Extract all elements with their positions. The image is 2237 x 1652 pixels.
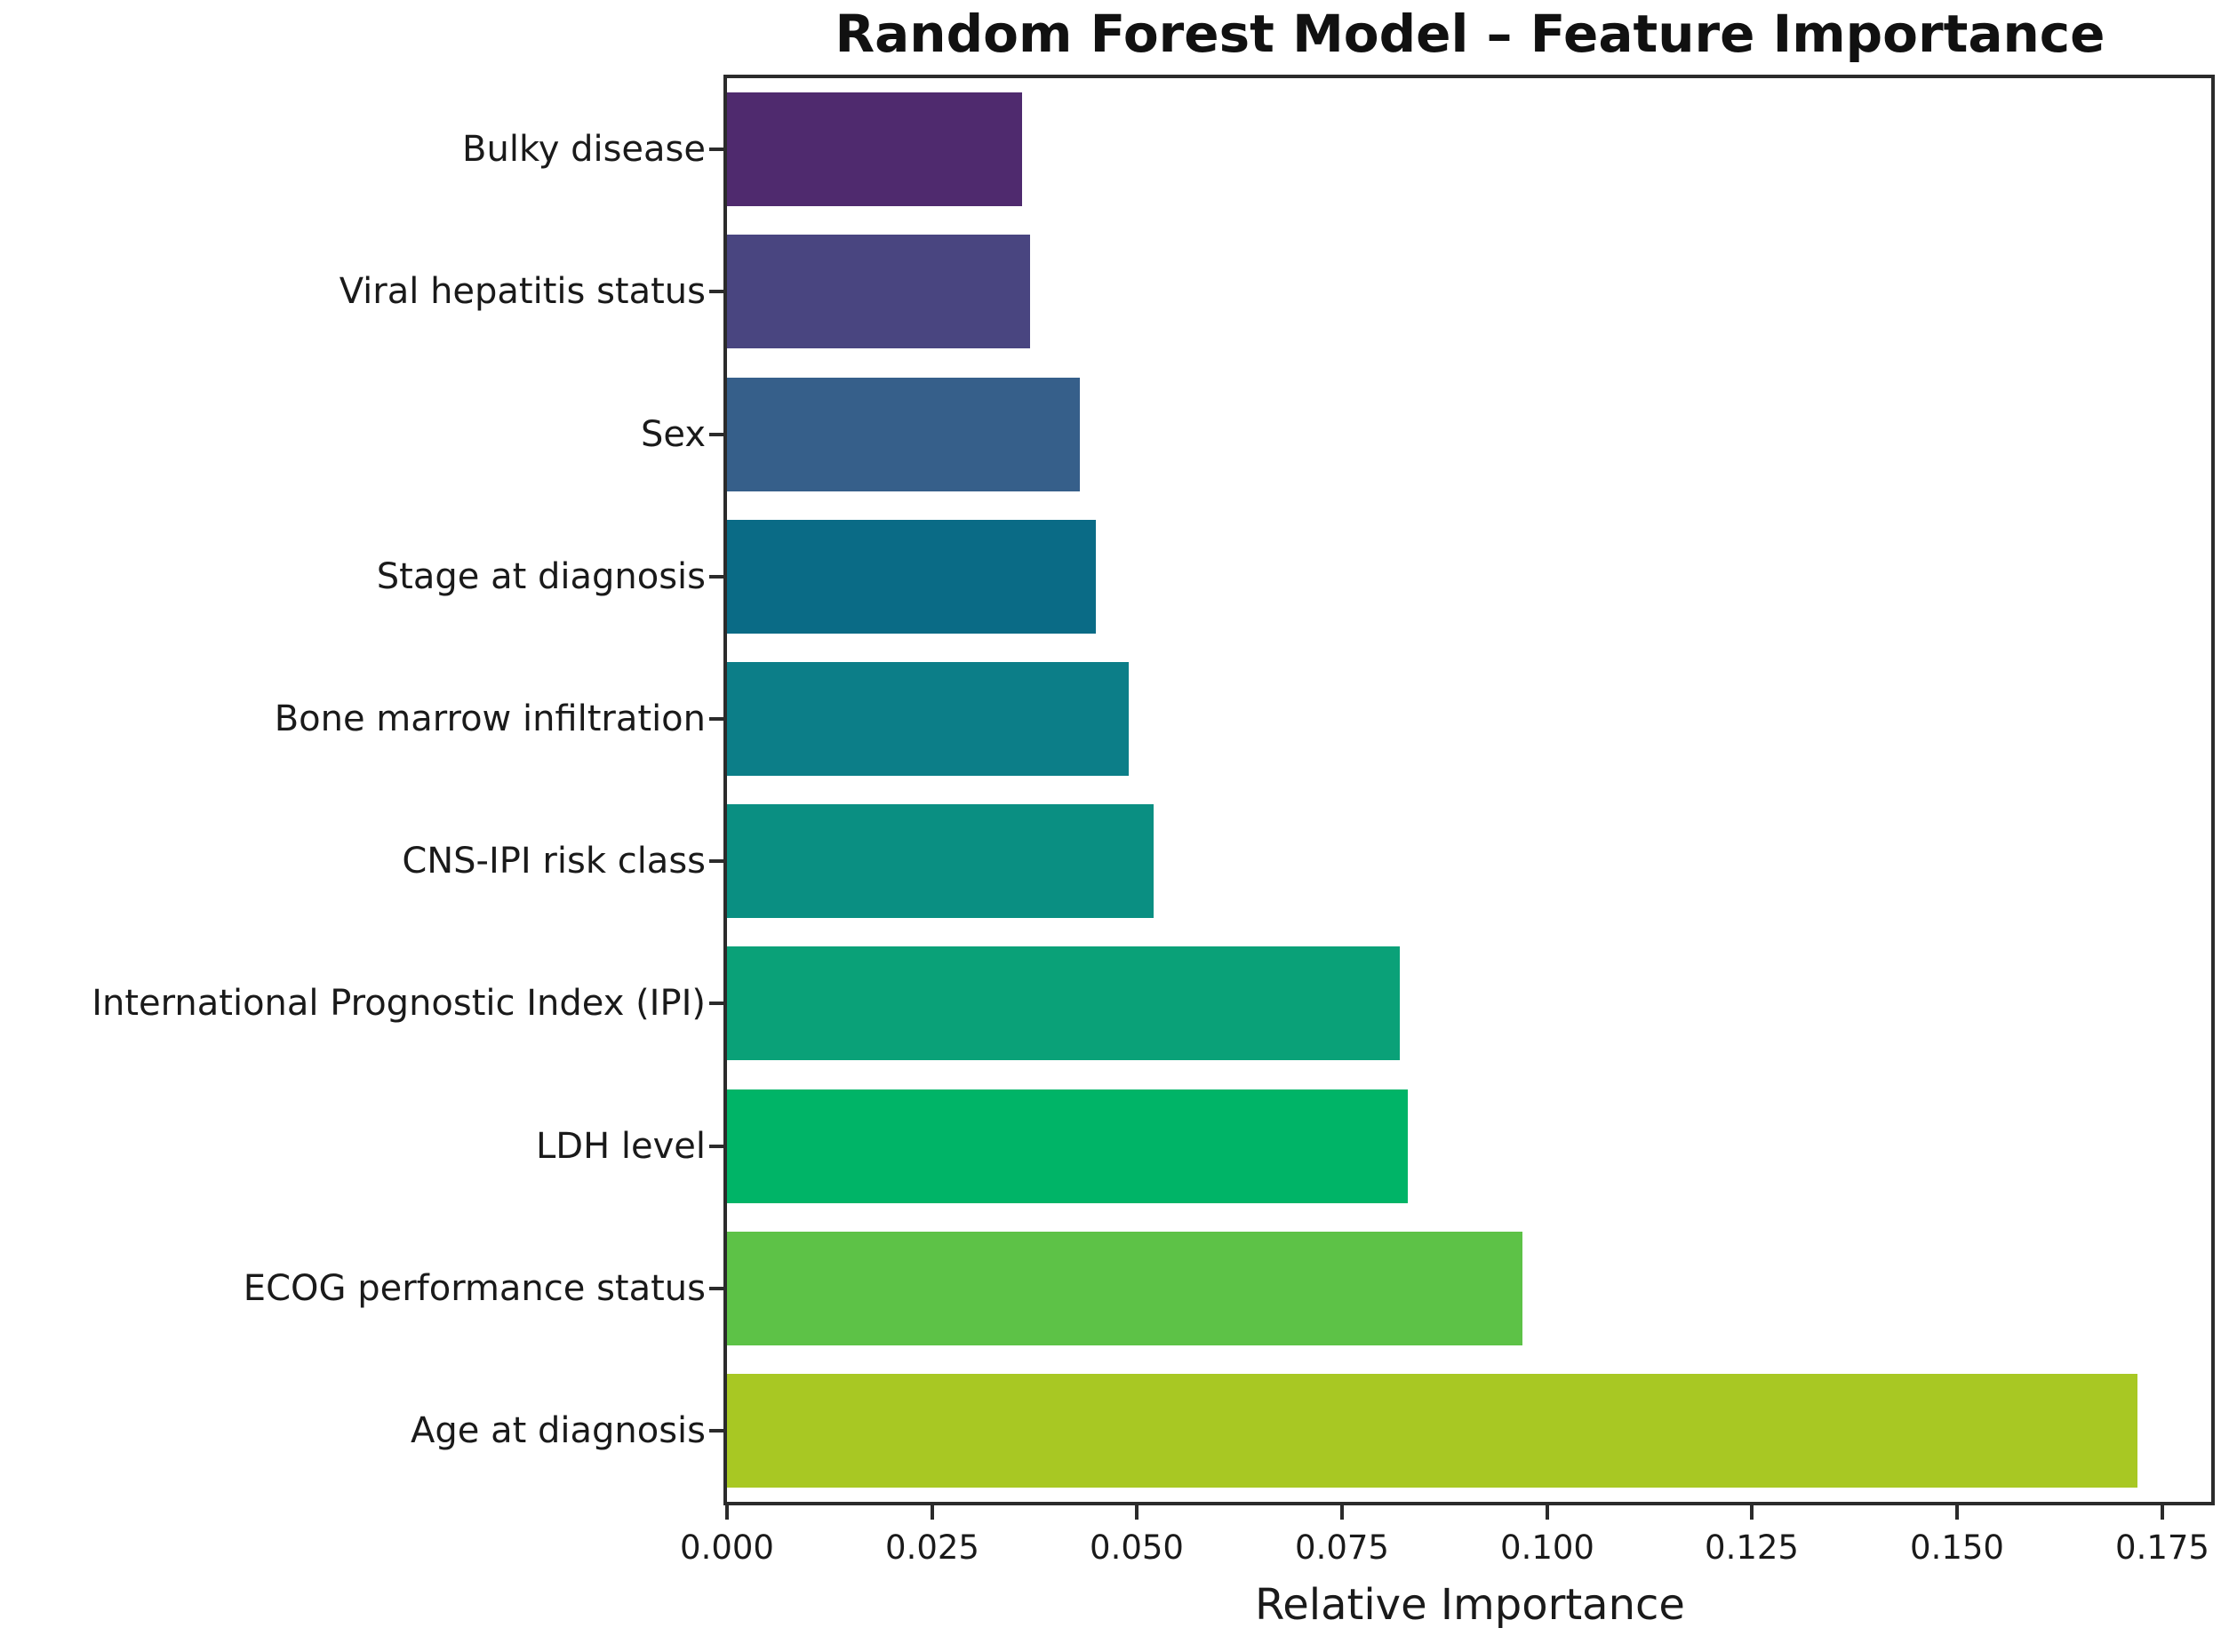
y-tick-label-6: International Prognostic Index (IPI): [92, 983, 706, 1024]
y-tick-mark-6: [709, 1002, 723, 1005]
bar-0: [727, 92, 1022, 206]
y-tick-mark-5: [709, 859, 723, 863]
y-tick-label-2: Sex: [641, 414, 706, 455]
x-tick-label-4: 0.100: [1500, 1528, 1594, 1567]
y-tick-label-7: LDH level: [536, 1126, 706, 1167]
y-tick-mark-7: [709, 1145, 723, 1148]
chart-title: Random Forest Model – Feature Importance: [835, 4, 2105, 64]
x-tick-label-5: 0.125: [1705, 1528, 1799, 1567]
x-tick-mark-2: [1135, 1504, 1138, 1520]
bar-4: [727, 662, 1129, 776]
y-tick-mark-0: [709, 148, 723, 151]
y-tick-mark-3: [709, 575, 723, 579]
x-axis-label: Relative Importance: [1255, 1580, 1685, 1630]
x-tick-label-3: 0.075: [1295, 1528, 1389, 1567]
y-tick-label-8: ECOG performance status: [243, 1268, 706, 1309]
x-tick-mark-1: [931, 1504, 934, 1520]
bar-5: [727, 804, 1154, 918]
bar-7: [727, 1089, 1408, 1203]
y-tick-label-9: Age at diagnosis: [410, 1410, 706, 1451]
bar-9: [727, 1374, 2137, 1488]
x-tick-label-6: 0.150: [1910, 1528, 2004, 1567]
y-tick-mark-1: [709, 290, 723, 293]
bar-2: [727, 378, 1080, 491]
bar-1: [727, 235, 1030, 348]
x-tick-mark-4: [1546, 1504, 1549, 1520]
y-tick-mark-8: [709, 1287, 723, 1290]
y-tick-label-4: Bone marrow infiltration: [274, 698, 706, 739]
x-tick-mark-3: [1340, 1504, 1344, 1520]
y-tick-label-3: Stage at diagnosis: [376, 556, 706, 597]
x-tick-label-2: 0.050: [1090, 1528, 1184, 1567]
plot-border: [723, 75, 2215, 1505]
bar-6: [727, 946, 1400, 1060]
y-tick-mark-4: [709, 717, 723, 721]
x-tick-label-1: 0.025: [885, 1528, 979, 1567]
x-tick-mark-0: [725, 1504, 729, 1520]
y-tick-label-5: CNS-IPI risk class: [402, 841, 706, 882]
bar-8: [727, 1232, 1522, 1345]
y-tick-mark-2: [709, 433, 723, 436]
x-tick-mark-6: [1955, 1504, 1959, 1520]
x-tick-mark-5: [1750, 1504, 1754, 1520]
x-tick-label-7: 0.175: [2115, 1528, 2209, 1567]
plot-area: [727, 78, 2211, 1502]
y-tick-mark-9: [709, 1429, 723, 1433]
y-tick-label-0: Bulky disease: [462, 129, 706, 170]
x-tick-mark-7: [2161, 1504, 2164, 1520]
x-tick-label-0: 0.000: [680, 1528, 774, 1567]
bar-3: [727, 520, 1096, 634]
y-tick-label-1: Viral hepatitis status: [339, 271, 706, 312]
